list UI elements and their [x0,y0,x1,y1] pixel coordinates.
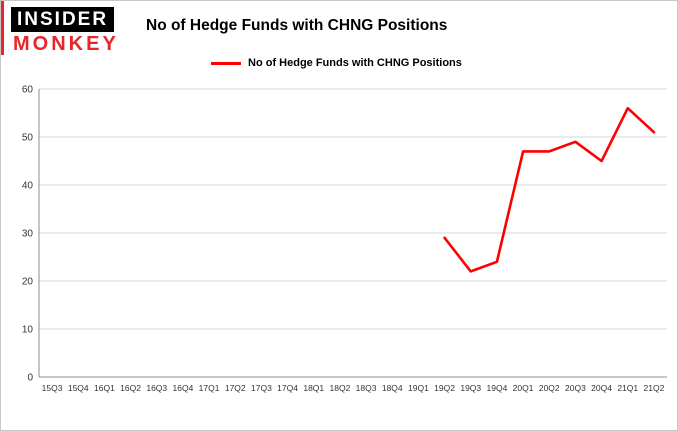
x-tick-label: 19Q3 [460,383,481,393]
x-tick-label: 18Q2 [330,383,351,393]
x-tick-label: 17Q2 [225,383,246,393]
line-chart: 0 10 20 30 40 50 60 15Q3 15Q4 16Q1 16Q2 16Q3 16Q4 17Q… [22,85,667,393]
x-tick-label: 16Q2 [120,383,141,393]
x-tick-label: 18Q3 [356,383,377,393]
series-line [443,106,656,273]
x-tick-label: 20Q4 [591,383,612,393]
x-tick-label: 15Q4 [68,383,89,393]
legend-line-swatch [211,61,241,65]
x-tick-label: 20Q3 [565,383,586,393]
x-tick-label: 16Q3 [146,383,167,393]
x-tick-label: 19Q1 [408,383,429,393]
x-tick-label: 18Q1 [303,383,324,393]
x-tick-label: 20Q2 [539,383,560,393]
y-tick-label: 20 [22,277,34,288]
logo-insider-text: INSIDER [11,7,115,32]
x-tick-label: 16Q1 [94,383,115,393]
y-tick-label: 10 [22,325,34,336]
legend: No of Hedge Funds with CHNG Positions [211,57,462,69]
x-tick-label: 21Q1 [617,383,638,393]
x-tick-label: 17Q1 [199,383,220,393]
y-tick-label: 30 [22,229,34,240]
y-tick-label: 40 [22,181,34,192]
y-tick-label: 50 [22,133,34,144]
x-tick-label: 20Q1 [513,383,534,393]
y-tick-label: 60 [22,85,34,96]
legend-label: No of Hedge Funds with CHNG Positions [248,57,462,69]
x-tick-label: 18Q4 [382,383,403,393]
x-tick-label: 19Q2 [434,383,455,393]
logo-monkey-text: MONKEY [13,33,119,55]
x-tick-label: 21Q2 [644,383,665,393]
x-tick-label: 19Q4 [487,383,508,393]
x-tick-label: 17Q4 [277,383,298,393]
left-red-accent-bar [1,1,4,55]
insider-monkey-logo: INSIDER MONKEY [11,7,119,54]
chart-title: No of Hedge Funds with CHNG Positions [146,17,448,34]
y-tick-label: 0 [27,373,33,384]
x-tick-label: 17Q3 [251,383,272,393]
x-tick-label: 15Q3 [42,383,63,393]
x-tick-label: 16Q4 [173,383,194,393]
